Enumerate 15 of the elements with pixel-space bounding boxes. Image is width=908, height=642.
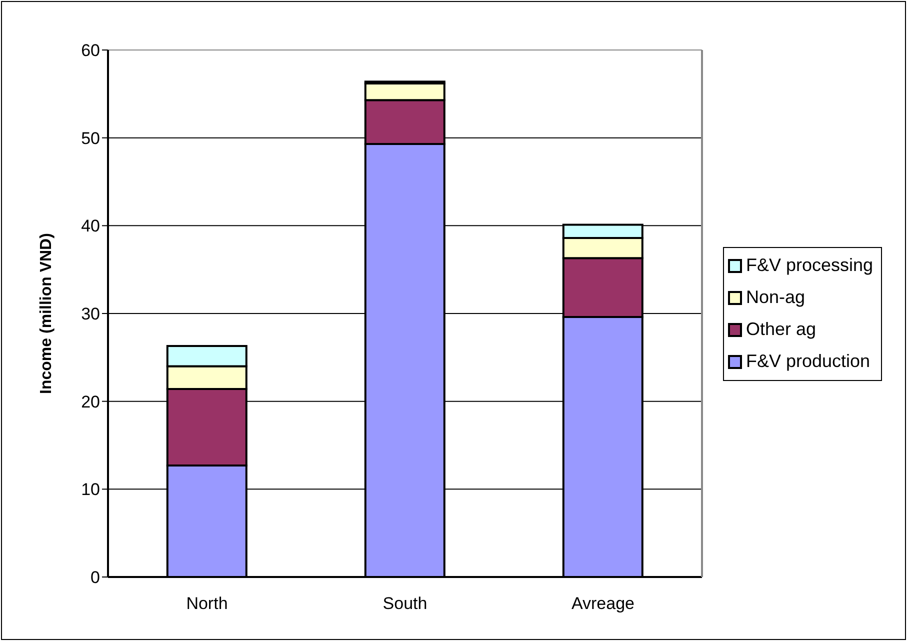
- y-tick-label: 20: [81, 392, 100, 412]
- legend-label: Non-ag: [746, 287, 806, 307]
- y-tick-label: 50: [81, 128, 100, 148]
- x-tick-label: North: [186, 594, 228, 614]
- y-axis-title: Income (million VND): [38, 233, 54, 394]
- legend-label: F&V production: [746, 351, 870, 371]
- y-tick-label: 40: [81, 216, 100, 236]
- y-tick-label: 0: [90, 568, 100, 588]
- x-tick-label: South: [382, 594, 428, 614]
- x-tick-label: Avreage: [571, 594, 635, 614]
- y-tick-label: 60: [81, 41, 100, 60]
- legend-label: Other ag: [746, 319, 816, 339]
- legend-label: F&V processing: [746, 255, 874, 275]
- y-tick-label: 30: [81, 304, 100, 324]
- y-tick-label: 10: [81, 480, 100, 500]
